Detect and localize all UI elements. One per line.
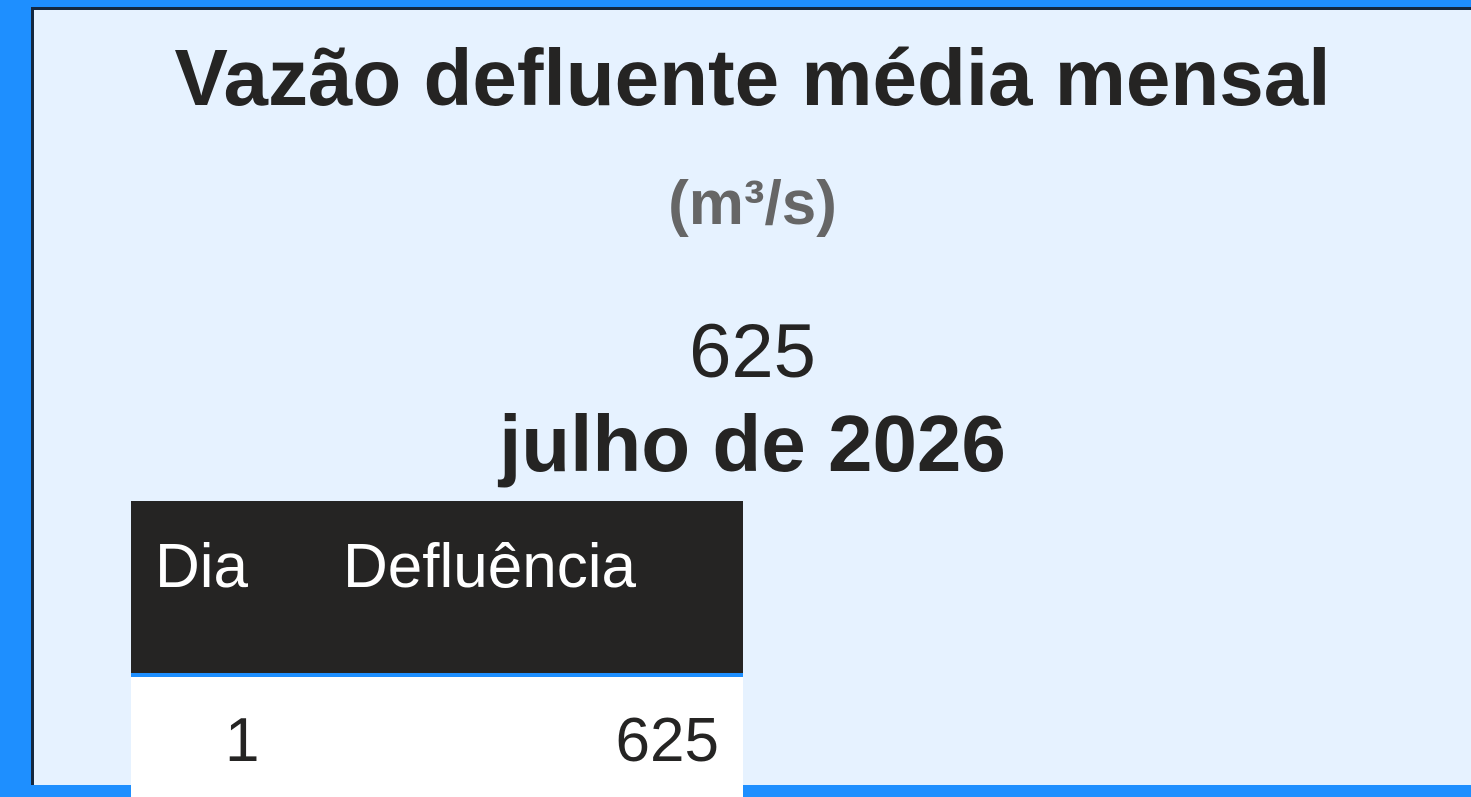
table-header: Dia Defluência — [131, 501, 743, 677]
table-cell: 1 — [225, 706, 260, 775]
column-header[interactable]: Dia — [155, 532, 249, 601]
card-panel: Vazão defluente média mensal (m³/s) 625 … — [31, 7, 1471, 797]
kpi-value: 625 — [689, 309, 816, 394]
table-cell: 625 — [615, 706, 719, 775]
title: Vazão defluente média mensal — [174, 33, 1331, 122]
kpi-period: julho de 2026 — [499, 399, 1006, 488]
unit: (m³/s) — [668, 169, 837, 238]
table: Dia Defluência 1 625 — [131, 501, 743, 797]
column-header[interactable]: Defluência — [343, 532, 636, 601]
table-row: 1 625 — [131, 677, 743, 797]
